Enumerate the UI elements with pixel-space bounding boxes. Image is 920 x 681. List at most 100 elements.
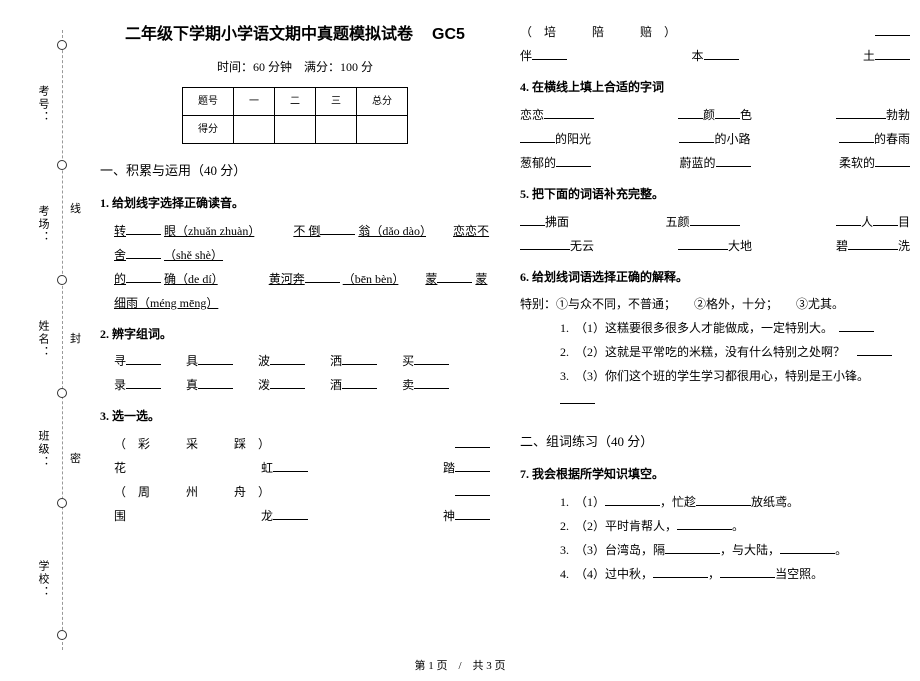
- content-area: 二年级下学期小学语文期中真题模拟试卷 GC5 时间：60 分钟 满分：100 分…: [100, 20, 910, 660]
- text: 柔软的: [839, 156, 875, 170]
- text: 买: [402, 354, 414, 368]
- text: 神: [443, 509, 455, 523]
- table-row: 题号 一 二 三 总分: [183, 88, 408, 116]
- blank: [414, 377, 449, 389]
- q6-head: 6. 给划线词语选择正确的解释。: [520, 266, 880, 289]
- text: 大地: [728, 239, 752, 253]
- q-num: 6.: [520, 270, 529, 284]
- text: 蒙: [425, 272, 437, 286]
- blank: [836, 107, 861, 119]
- margin-label: 考号：: [35, 85, 51, 124]
- blank: [704, 48, 739, 60]
- q2-head: 2. 辨字组词。: [100, 323, 460, 346]
- q1-body: 转 眼（zhuǎn zhuàn） 不 倒 翁（dǎo dào） 恋恋不舍 （sh…: [114, 219, 490, 315]
- cell: [316, 116, 357, 144]
- text: 的春雨: [874, 132, 910, 146]
- blank: [873, 238, 898, 250]
- q-label: 在横线上填上合适的字词: [532, 80, 664, 94]
- text: 平时肯帮人，: [605, 519, 677, 533]
- blank: [455, 460, 490, 472]
- blank: [532, 48, 567, 60]
- q-label: 给划线字选择正确读音。: [112, 196, 244, 210]
- text: 真: [186, 378, 198, 392]
- text: （bēn bèn）: [343, 272, 399, 286]
- blank: [126, 223, 161, 235]
- q-num: 3.: [100, 409, 109, 423]
- text: 确（de dí）: [164, 272, 218, 286]
- table-row: 得分: [183, 116, 408, 144]
- q3-head: 3. 选一选。: [100, 405, 460, 428]
- text: 洗: [898, 239, 910, 253]
- margin-label: 考场：: [35, 205, 51, 244]
- text: 土: [863, 49, 875, 63]
- blank: [198, 377, 233, 389]
- blank: [875, 155, 910, 167]
- item-text: （3）你们这个班的学生学习都很用心，特别是王小锋。: [581, 369, 863, 383]
- q-num: 2.: [100, 327, 109, 341]
- blank: [720, 566, 775, 578]
- blank: [126, 247, 161, 259]
- blank: [414, 353, 449, 365]
- score-label: 得分: [183, 116, 234, 144]
- text: 不 倒: [293, 224, 320, 238]
- col-total: 总分: [357, 88, 408, 116]
- blank: [679, 131, 714, 143]
- blank: [836, 214, 861, 226]
- q-label: 我会根据所学知识填空。: [532, 467, 664, 481]
- q-num: 1.: [100, 196, 109, 210]
- blank: [342, 377, 377, 389]
- q3-body: （ 彩 采 踩 ） 花 虹 踏 （ 周 州 舟 ） 围 龙 神: [114, 432, 490, 528]
- q7-items: 1. （1），忙趁放纸鸢。 2. （2）平时肯帮人，。 3. （3）台湾岛，隔，…: [560, 490, 910, 586]
- blank: [696, 494, 751, 506]
- blank: [848, 238, 873, 250]
- text: 恋恋: [520, 108, 544, 122]
- blank: [715, 107, 740, 119]
- blank: [126, 271, 161, 283]
- side-char: 密: [70, 450, 81, 466]
- binding-margin: 考号： 线 考场： 姓名： 封 班级： 密 学校：: [0, 0, 90, 681]
- text: 当空照。: [775, 567, 823, 581]
- blank: [556, 155, 591, 167]
- text: 翁（dǎo dào）: [358, 224, 426, 238]
- text: 酒: [330, 378, 342, 392]
- text: 过中秋，: [605, 567, 653, 581]
- text: 碧: [836, 239, 848, 253]
- circle-mark: [57, 388, 67, 398]
- blank: [560, 392, 595, 404]
- blank: [520, 131, 555, 143]
- text: 伴: [520, 49, 532, 63]
- blank: [520, 214, 545, 226]
- blank: [126, 353, 161, 365]
- text: 洒: [330, 354, 342, 368]
- blank: [520, 238, 545, 250]
- text: 。: [835, 543, 847, 557]
- q-label: 辨字组词。: [112, 327, 172, 341]
- blank: [305, 271, 340, 283]
- blank: [716, 155, 751, 167]
- text: 花: [114, 461, 126, 475]
- group-label: （ 彩 采 踩 ）: [114, 432, 270, 456]
- text: 的阳光: [555, 132, 591, 146]
- col2: 二: [275, 88, 316, 116]
- exam-title: 二年级下学期小学语文期中真题模拟试卷 GC5: [100, 20, 490, 50]
- blank: [569, 107, 594, 119]
- text: 虹: [261, 461, 273, 475]
- blank: [839, 131, 874, 143]
- blank: [455, 484, 490, 496]
- text: 。: [732, 519, 744, 533]
- text: 黄河奔: [269, 272, 305, 286]
- text: 具: [186, 354, 198, 368]
- left-column: 二年级下学期小学语文期中真题模拟试卷 GC5 时间：60 分钟 满分：100 分…: [100, 20, 490, 660]
- circle-mark: [57, 498, 67, 508]
- blank: [861, 107, 886, 119]
- section-1-head: 一、积累与运用（40 分）: [100, 159, 490, 184]
- blank: [875, 24, 910, 36]
- exam-subtitle: 时间：60 分钟 满分：100 分: [100, 56, 490, 79]
- blank: [273, 460, 308, 472]
- title-main: 二年级下学期小学语文期中真题模拟试卷: [125, 26, 413, 43]
- text: 龙: [261, 509, 273, 523]
- q6-intro: 特别：①与众不同，不普通； ②格外，十分； ③尤其。: [520, 292, 910, 316]
- cell: [357, 116, 408, 144]
- blank: [678, 107, 703, 119]
- cell: [234, 116, 275, 144]
